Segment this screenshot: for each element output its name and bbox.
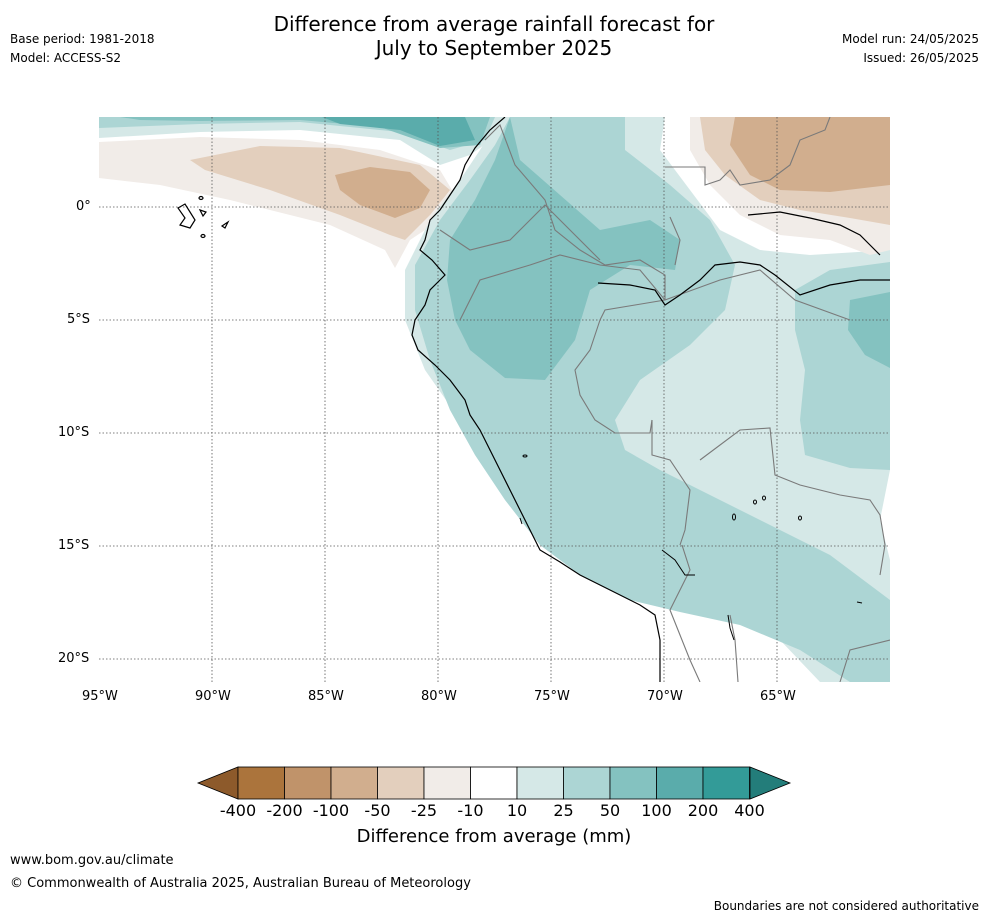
colorbar-tick-11: 400 [734, 801, 765, 820]
colorbar [196, 766, 792, 800]
colorbar-tick-3: -50 [364, 801, 391, 820]
region-north-pacific-100-200 [322, 117, 475, 146]
colorbar-label: Difference from average (mm) [356, 826, 632, 847]
colorbar-tick-7: 25 [553, 801, 574, 820]
lat-label-5s: 5°S [67, 312, 91, 327]
colorbar-tick-10: 200 [687, 801, 719, 820]
colorbar-box-8 [609, 766, 657, 800]
colorbar-box-2 [330, 766, 378, 800]
small-islands [519, 454, 863, 641]
lon-label-65w: 65°W [760, 689, 796, 704]
base-period: Base period: 1981-2018 [10, 32, 155, 46]
country-borders [439, 117, 890, 682]
colorbar-tick-1: -200 [266, 801, 303, 820]
region-andes-50-100 [447, 117, 680, 380]
colorbar-tick-6: 10 [506, 801, 528, 820]
colorbar-box-10 [702, 766, 750, 800]
colorbar-tick-2: -100 [312, 801, 350, 820]
lon-label-95w: 95°W [82, 689, 118, 704]
lat-label-20s: 20°S [58, 651, 90, 666]
lat-label-10s: 10°S [58, 425, 90, 440]
colorbar-box-4 [423, 766, 471, 800]
colorbar-over-arrow [749, 766, 792, 800]
region-eastern-amazon-50-100 [848, 292, 890, 368]
region-eastern-amazon-25-50 [795, 262, 890, 470]
colorbar-tick-8: 50 [599, 801, 621, 820]
model-name: Model: ACCESS-S2 [10, 51, 122, 65]
colorbar-box-1 [284, 766, 332, 800]
colorbar-tick-0: -400 [219, 801, 257, 820]
gridlines [99, 117, 890, 682]
region-northeast-dry-50-100 [730, 117, 890, 192]
website-link[interactable]: www.bom.gov.au/climate [10, 853, 174, 868]
lon-label-75w: 75°W [534, 689, 570, 704]
colorbar-tick-4: -25 [410, 801, 438, 820]
lon-label-85w: 85°W [308, 689, 344, 704]
map-title: Difference from average rainfall forecas… [0, 12, 988, 60]
lat-label-0: 0° [76, 199, 91, 214]
colorbar-box-6 [516, 766, 564, 800]
colorbar-box-3 [377, 766, 425, 800]
lon-label-80w: 80°W [421, 689, 457, 704]
colorbar-box-0 [237, 766, 285, 800]
model-run: Model run: 24/05/2025 [841, 32, 979, 46]
colorbar-box-9 [656, 766, 704, 800]
galapagos-islands [177, 195, 230, 239]
colorbar-under-arrow [196, 766, 239, 800]
lat-label-15s: 15°S [58, 538, 90, 553]
colorbar-box-5 [470, 766, 518, 800]
copyright: © Commonwealth of Australia 2025, Austra… [10, 876, 471, 891]
boundaries-disclaimer: Boundaries are not considered authoritat… [713, 899, 979, 913]
issued-date: Issued: 26/05/2025 [863, 51, 979, 65]
coastline [411, 117, 890, 682]
colorbar-box-7 [563, 766, 611, 800]
colorbar-boxes [237, 766, 750, 800]
colorbar-tick-5: -10 [457, 801, 484, 820]
map-area [99, 117, 890, 682]
title-line-1: Difference from average rainfall forecas… [273, 12, 715, 36]
colorbar-tick-9: 100 [641, 801, 672, 820]
lon-label-90w: 90°W [195, 689, 231, 704]
title-line-2: July to September 2025 [375, 36, 613, 60]
lon-label-70w: 70°W [647, 689, 683, 704]
region-pacific-dry-50-100 [335, 167, 430, 218]
